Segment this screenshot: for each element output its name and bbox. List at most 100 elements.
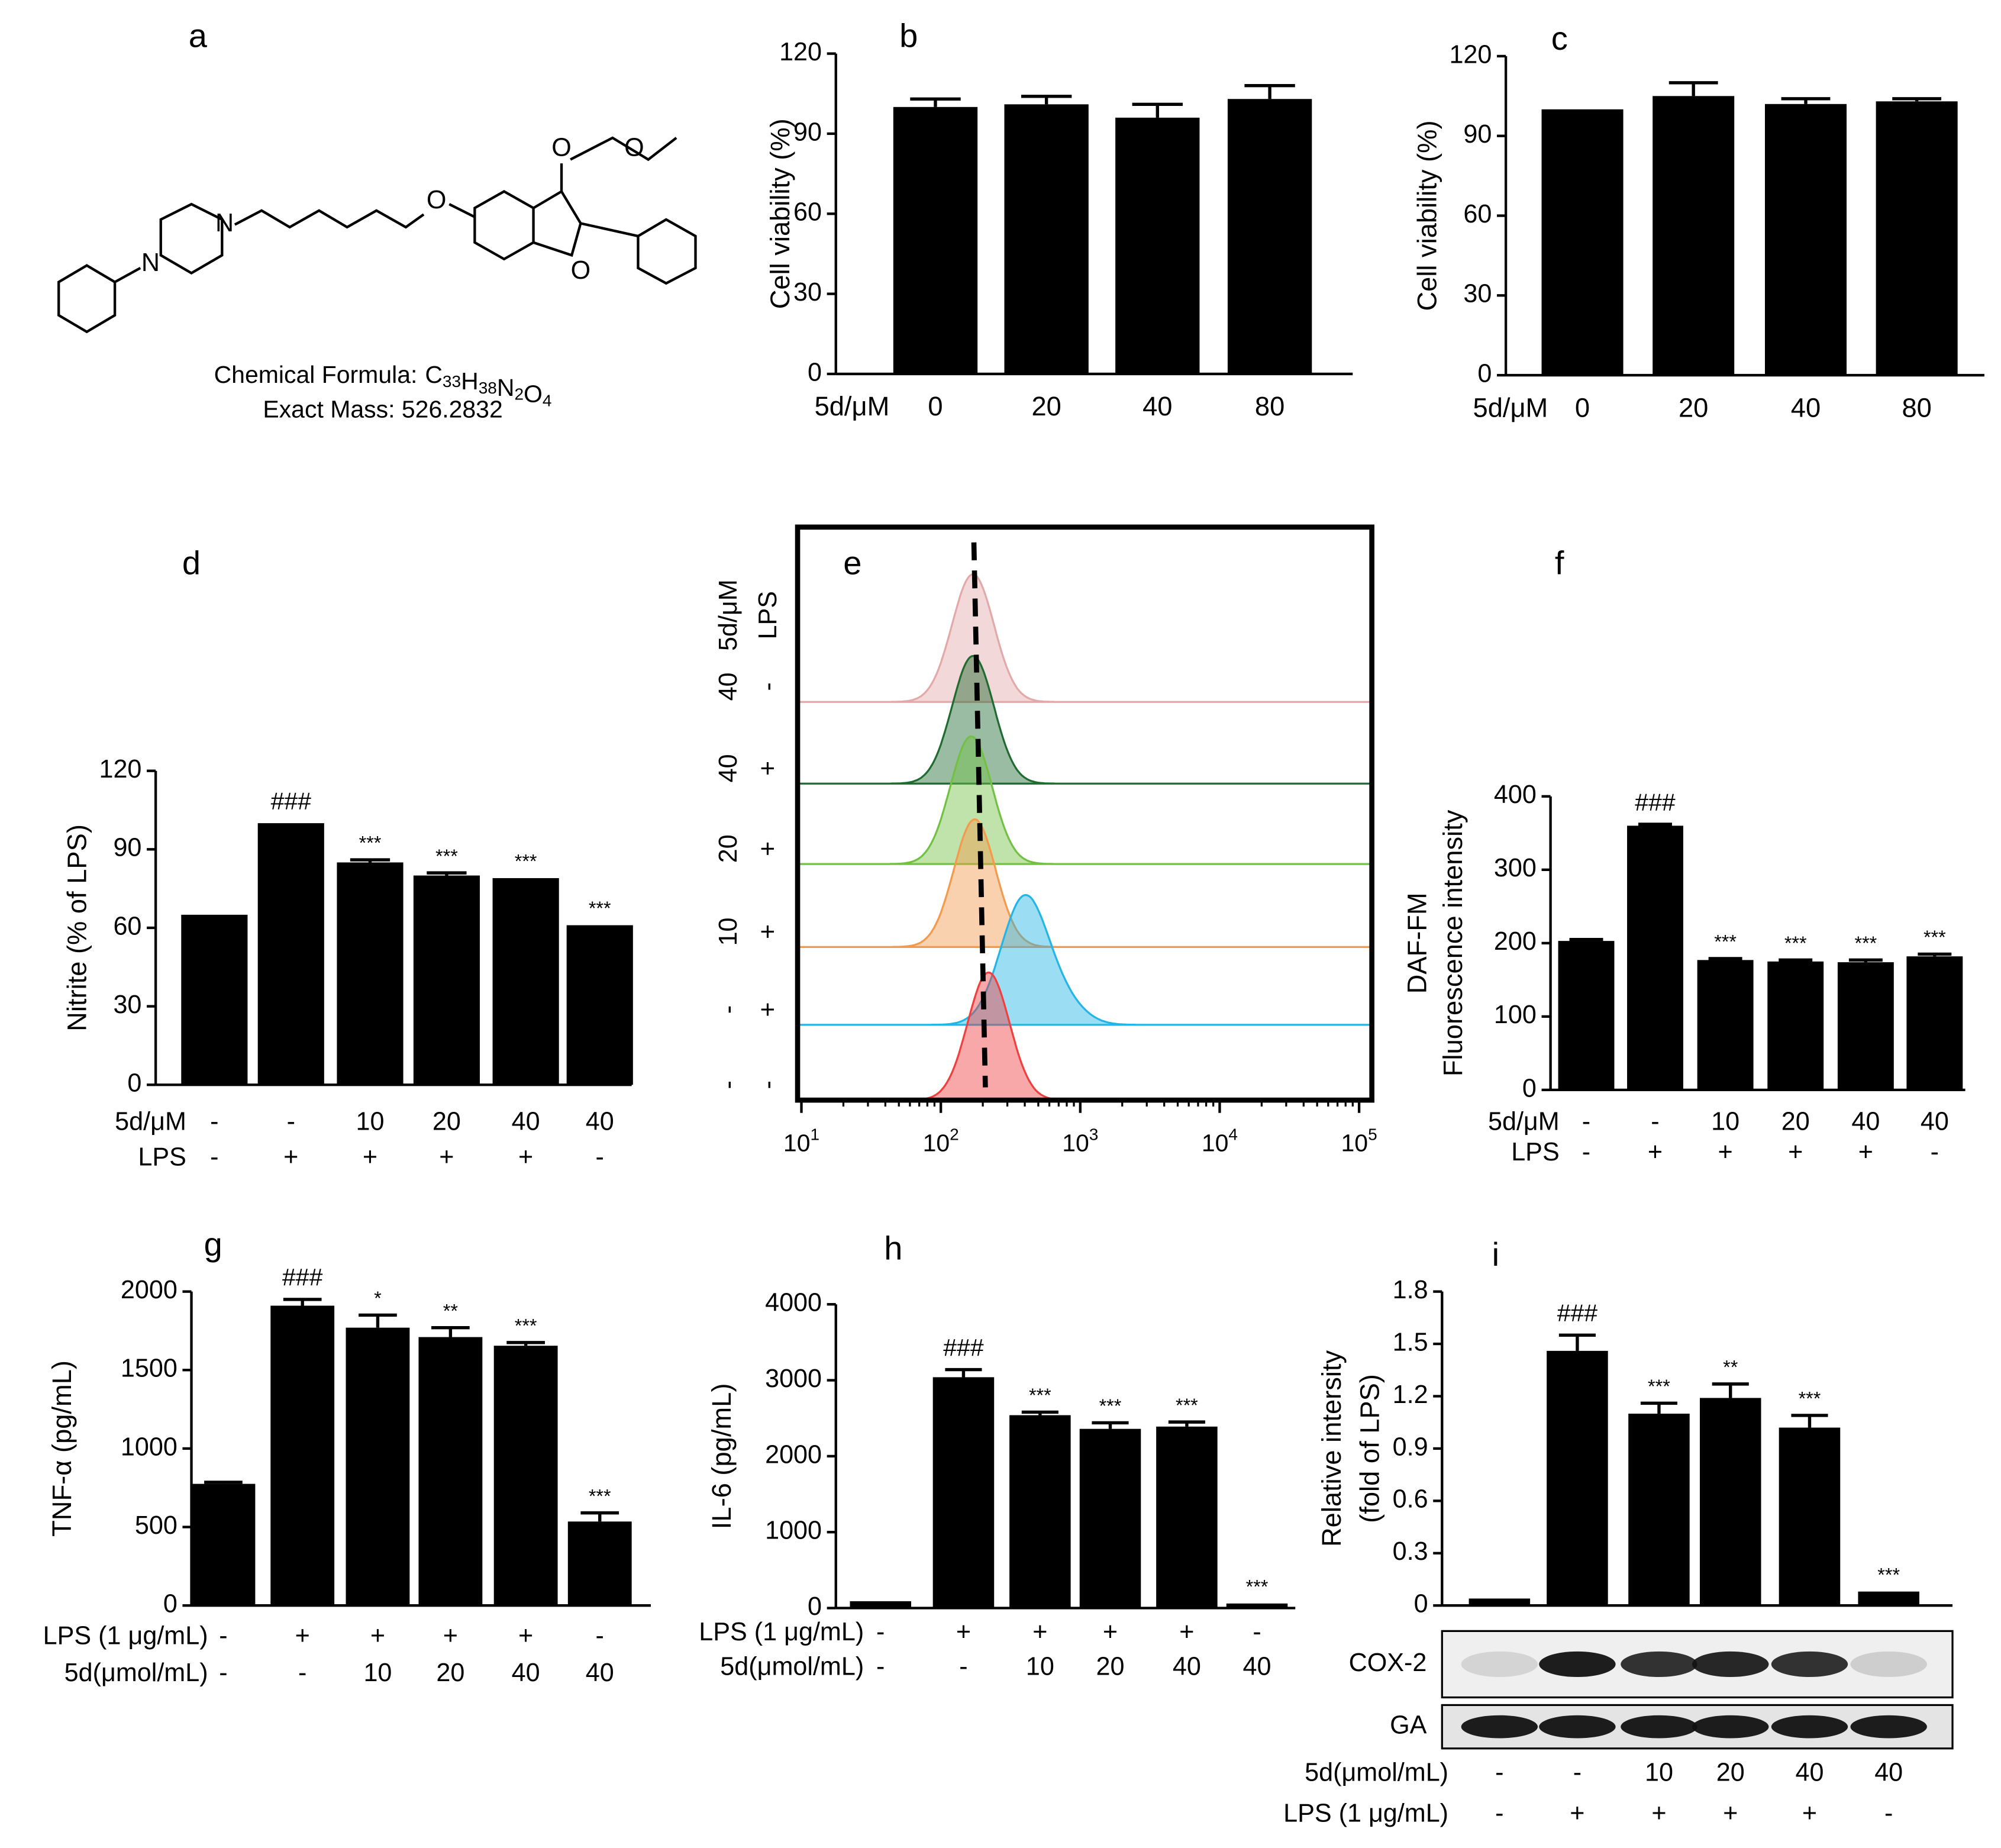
x-tick-label: + <box>1723 1799 1738 1827</box>
x-tick-label: - <box>1495 1799 1503 1827</box>
y-tick-label: 30 <box>793 278 822 307</box>
bar <box>1226 1603 1288 1608</box>
x-tick-label: + <box>439 1143 454 1172</box>
blot-band <box>1461 1651 1538 1677</box>
x-axis-label: 5d/μM <box>1473 392 1548 423</box>
chain <box>234 209 425 229</box>
x-tick-label: 40 <box>1142 391 1172 421</box>
bar <box>1697 960 1754 1090</box>
x-tick-label: + <box>295 1622 310 1650</box>
x-tick-label: 40 <box>1851 1107 1880 1136</box>
bar <box>1876 101 1958 376</box>
bar <box>1541 109 1624 376</box>
bar <box>1627 825 1683 1090</box>
y-axis-label: TNF-α (pg/mL) <box>47 1360 77 1537</box>
row-label: - <box>754 682 782 691</box>
x-tick-label: 20 <box>1781 1107 1810 1136</box>
significance-label: *** <box>1029 1385 1051 1406</box>
panel-letter: e <box>843 544 861 581</box>
x-tick-label: + <box>443 1622 458 1650</box>
bar <box>181 914 248 1085</box>
row-label: + <box>754 1002 782 1017</box>
y-axis-label: Cell viability (%) <box>1412 120 1442 311</box>
bar <box>492 878 559 1085</box>
atom-label: N <box>215 209 234 237</box>
bar <box>893 107 978 374</box>
subscript: 38 <box>479 379 497 397</box>
x-tick-label: 80 <box>1902 392 1931 423</box>
row-label: LPS (1 μg/mL) <box>43 1622 208 1650</box>
y-tick-label: 300 <box>1494 854 1537 882</box>
y-tick-label: 60 <box>113 912 141 940</box>
x-tick-label: - <box>876 1618 885 1646</box>
significance-label: *** <box>435 846 458 867</box>
y-tick-label: 90 <box>1463 120 1492 149</box>
x-tick-label: + <box>1648 1138 1663 1166</box>
x-tick-label: 20 <box>1031 391 1061 421</box>
x-tick-label: 20 <box>1096 1652 1125 1681</box>
y-tick-label: 120 <box>1449 40 1492 69</box>
x-tick-label: 10 <box>363 1659 392 1687</box>
row-label: 40 <box>714 672 743 701</box>
y-tick-label: 60 <box>1463 200 1492 228</box>
x-tick-label: 40 <box>1874 1758 1903 1786</box>
significance-label: *** <box>359 833 382 854</box>
bar <box>1858 1591 1919 1606</box>
bar <box>418 1337 483 1606</box>
formula: Chemical Formula: C33H38N2O4 <box>214 361 552 410</box>
row-label: 40 <box>714 754 743 782</box>
x-tick-label: 20 <box>436 1659 464 1687</box>
tick-exponent: 5 <box>1368 1125 1377 1144</box>
y-tick-label: 1.5 <box>1393 1328 1428 1356</box>
bar <box>1004 104 1089 374</box>
tick-exponent: 3 <box>1089 1125 1099 1144</box>
y-tick-label: 1.2 <box>1393 1381 1428 1409</box>
y-tick-label: 30 <box>113 991 141 1019</box>
x-tick-label: 10 <box>1026 1652 1054 1681</box>
x-tick-label: - <box>1884 1799 1893 1827</box>
x-tick-label: 40 <box>586 1659 614 1687</box>
x-tick-label: 20 <box>1716 1758 1745 1786</box>
bar <box>1837 962 1894 1090</box>
y-tick-label: 0.3 <box>1393 1537 1428 1566</box>
y-tick-label: 0 <box>808 358 822 386</box>
x-tick-label: + <box>1788 1138 1803 1166</box>
bar <box>567 1521 632 1606</box>
reference-line <box>971 542 988 1088</box>
bond <box>580 222 638 238</box>
y-tick-label: 0.6 <box>1393 1485 1428 1514</box>
x-tick-label: + <box>283 1143 298 1172</box>
bar <box>1779 1427 1841 1606</box>
blot-band <box>1621 1651 1697 1677</box>
y-tick-label: 30 <box>1463 280 1492 308</box>
x-tick-label: 40 <box>1921 1107 1949 1136</box>
panel-letter: c <box>1551 20 1568 57</box>
x-tick-label: + <box>1570 1799 1584 1827</box>
significance-label: *** <box>515 1315 537 1337</box>
x-tick-label: - <box>287 1107 295 1136</box>
significance-label: *** <box>515 851 537 872</box>
x-tick-label: - <box>298 1659 306 1687</box>
significance-label: *** <box>1854 933 1877 954</box>
x-tick-label: 40 <box>1243 1652 1271 1681</box>
significance-label: *** <box>1799 1388 1821 1410</box>
y-tick-label: 0 <box>808 1592 822 1621</box>
bar <box>1156 1426 1218 1608</box>
phenyl-ring <box>637 218 697 285</box>
row-label: - <box>754 1081 782 1089</box>
x-tick-label: - <box>1495 1758 1503 1786</box>
x-tick-label: - <box>1931 1138 1939 1166</box>
y-tick-label: 60 <box>793 198 822 227</box>
row-label: + <box>754 761 782 776</box>
y-axis-label: Nitrite (% of LPS) <box>62 824 92 1031</box>
panel-letter: i <box>1492 1236 1499 1273</box>
element: C <box>425 361 443 388</box>
atom-label: O <box>427 186 447 214</box>
significance-label: *** <box>1099 1395 1122 1417</box>
row-label: 5d(μmol/mL) <box>720 1652 864 1681</box>
subscript: 33 <box>443 372 461 391</box>
y-tick-label: 500 <box>135 1511 177 1540</box>
x-tick-label: 20 <box>433 1107 461 1136</box>
y-tick-label: 90 <box>113 834 141 862</box>
